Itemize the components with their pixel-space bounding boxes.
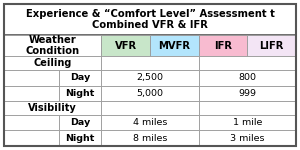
Bar — [4, 4, 296, 35]
Text: Day: Day — [70, 118, 90, 127]
Bar — [4, 56, 101, 70]
Bar — [4, 115, 58, 130]
Text: 800: 800 — [238, 73, 256, 82]
Text: Day: Day — [70, 73, 90, 82]
Bar — [199, 115, 296, 130]
Bar — [58, 115, 101, 130]
Bar — [4, 70, 58, 86]
Text: 3 miles: 3 miles — [230, 134, 265, 143]
Text: Night: Night — [65, 89, 94, 98]
Bar — [199, 130, 296, 146]
Text: Night: Night — [65, 134, 94, 143]
Bar — [199, 101, 296, 115]
Bar — [58, 70, 101, 86]
Bar — [199, 56, 296, 70]
Text: MVFR: MVFR — [158, 41, 190, 51]
Text: LIFR: LIFR — [260, 41, 284, 51]
Bar — [4, 101, 101, 115]
Text: Experience & “Comfort Level” Assessment t
Combined VFR & IFR: Experience & “Comfort Level” Assessment … — [26, 9, 275, 30]
Text: 4 miles: 4 miles — [133, 118, 167, 127]
Text: Visibility: Visibility — [28, 103, 77, 113]
Bar — [101, 130, 199, 146]
Bar — [199, 85, 296, 101]
Bar — [101, 101, 199, 115]
Bar — [101, 85, 199, 101]
Bar — [4, 130, 58, 146]
Bar — [199, 70, 296, 86]
Text: IFR: IFR — [214, 41, 232, 51]
Text: 999: 999 — [238, 89, 256, 98]
Bar — [101, 115, 199, 130]
Text: 8 miles: 8 miles — [133, 134, 167, 143]
Bar — [4, 35, 101, 56]
Bar — [101, 35, 150, 56]
Bar — [101, 56, 199, 70]
Bar — [101, 70, 199, 86]
Bar — [199, 35, 247, 56]
Bar — [58, 85, 101, 101]
Bar — [247, 35, 296, 56]
Text: Ceiling: Ceiling — [34, 58, 72, 68]
Text: VFR: VFR — [115, 41, 137, 51]
Bar — [58, 130, 101, 146]
Text: 2,500: 2,500 — [136, 73, 164, 82]
Text: 5,000: 5,000 — [136, 89, 164, 98]
Text: 1 mile: 1 mile — [232, 118, 262, 127]
Text: Weather
Condition: Weather Condition — [26, 35, 80, 57]
Bar — [4, 85, 58, 101]
Bar — [150, 35, 199, 56]
